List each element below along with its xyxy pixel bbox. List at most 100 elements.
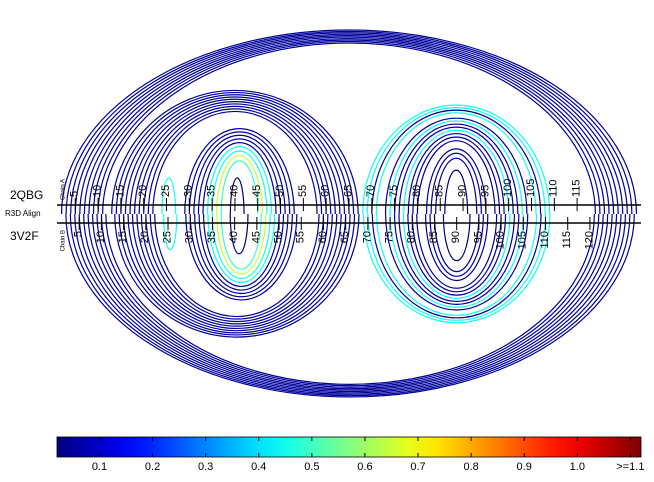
- base-pair-arc: [206, 146, 273, 215]
- base-pair-arc: [69, 213, 631, 397]
- x-tick-label: 115: [571, 179, 583, 197]
- x-tick-label: 65: [342, 185, 354, 197]
- x-tick-label: 60: [317, 231, 329, 243]
- base-pair-arc: [127, 213, 347, 332]
- base-pair-arc: [398, 213, 516, 303]
- base-pair-arc: [149, 213, 325, 320]
- colorbar-tick-label: 0.2: [145, 461, 160, 473]
- base-pair-arc: [96, 213, 604, 388]
- base-pair-arc: [97, 41, 601, 215]
- colorbar-tick-label: 0.7: [410, 461, 425, 473]
- base-pair-arc: [384, 117, 528, 215]
- x-tick-label: 40: [228, 185, 240, 197]
- base-pair-arc: [143, 105, 327, 215]
- x-tick-label: 5: [73, 231, 85, 237]
- base-pair-arc: [188, 131, 291, 215]
- x-tick-label: 105: [517, 231, 529, 249]
- colorbar-tick-label: 1.0: [570, 461, 585, 473]
- base-pair-arc: [366, 107, 546, 215]
- base-pair-arc: [425, 213, 489, 282]
- base-pair-arc: [131, 213, 342, 329]
- base-pair-arc: [138, 103, 332, 215]
- x-tick-label: 85: [434, 185, 446, 197]
- x-tick-label: 25: [160, 185, 172, 197]
- base-pair-arc: [74, 213, 627, 395]
- base-pair-arc: [407, 133, 505, 215]
- structure-name: 2QBG: [10, 188, 43, 202]
- x-tick-label: 95: [472, 231, 484, 243]
- base-pair-arc: [60, 29, 638, 215]
- base-pair-arc: [105, 213, 595, 385]
- base-pair-arc: [411, 213, 502, 293]
- x-tick-label: 110: [548, 179, 560, 197]
- base-pair-arc: [118, 213, 356, 336]
- x-tick-label: 25: [161, 231, 173, 243]
- base-pair-arc: [216, 155, 263, 215]
- x-tick-label: 75: [383, 231, 395, 243]
- x-tick-label: 15: [114, 185, 126, 197]
- x-tick-label: 75: [388, 185, 400, 197]
- base-pair-arc: [207, 213, 276, 284]
- colorbar-tick-label: 0.8: [463, 461, 478, 473]
- base-pair-arc: [114, 213, 360, 338]
- base-pair-arc: [425, 148, 487, 215]
- base-pair-arc: [398, 126, 514, 215]
- x-tick-label: 30: [183, 185, 195, 197]
- base-pair-arc: [115, 91, 355, 215]
- base-pair-arc: [147, 108, 323, 215]
- base-pair-arc: [194, 213, 289, 294]
- x-tick-label: 70: [361, 231, 373, 243]
- base-pair-arc: [120, 94, 350, 215]
- base-pair-arc: [216, 213, 267, 275]
- x-tick-label: 15: [117, 231, 129, 243]
- x-tick-label: 35: [206, 231, 218, 243]
- base-pair-arc: [416, 213, 498, 289]
- base-pair-arc: [79, 35, 619, 215]
- x-tick-label: 30: [184, 231, 196, 243]
- base-pair-arc: [403, 129, 510, 215]
- base-pair-arc: [367, 213, 547, 321]
- base-pair-arc: [229, 213, 249, 255]
- x-tick-label: 35: [206, 185, 218, 197]
- colorbar-tick-label: 0.1: [92, 461, 107, 473]
- base-pair-arc: [65, 213, 635, 398]
- x-tick-label: 5: [69, 191, 81, 197]
- x-tick-label: 55: [297, 185, 309, 197]
- base-pair-arc: [78, 213, 622, 394]
- base-pair-arc: [83, 36, 615, 215]
- x-tick-label: 80: [406, 231, 418, 243]
- x-tick-label: 50: [274, 185, 286, 197]
- base-pair-arc: [375, 112, 537, 215]
- base-pair-arc: [220, 213, 262, 270]
- base-pair-arc: [412, 136, 501, 215]
- base-pair-arc: [362, 213, 551, 324]
- x-tick-label: 95: [479, 185, 491, 197]
- colorbar-tick-label: 0.5: [304, 461, 319, 473]
- arcs: [60, 29, 638, 398]
- chain-label: Chain B: [61, 230, 67, 251]
- base-pair-arc: [389, 213, 524, 308]
- base-pair-arc: [416, 140, 496, 215]
- base-pair-arc: [161, 177, 177, 215]
- base-pair-arc: [145, 213, 329, 323]
- axes: 2QBG 3V2F R3D Align Chain A Chain B 5 10 1…: [5, 179, 641, 251]
- base-pair-arc: [162, 213, 178, 250]
- base-pair-arc: [433, 213, 480, 272]
- base-pair-arc: [394, 123, 519, 215]
- base-pair-arc: [100, 213, 600, 387]
- base-pair-arc: [91, 213, 609, 389]
- base-pair-arc: [202, 142, 277, 215]
- base-pair-arc: [371, 109, 542, 215]
- x-tick-label: 90: [456, 185, 468, 197]
- structure-name: 3V2F: [10, 229, 39, 243]
- base-pair-arc: [220, 160, 259, 215]
- base-pair-arc: [393, 213, 520, 306]
- x-tick-label: 70: [365, 185, 377, 197]
- x-tick-label: 60: [320, 185, 332, 197]
- base-pair-arc: [136, 213, 338, 327]
- base-pair-arc: [211, 213, 271, 279]
- base-pair-arc: [385, 213, 529, 311]
- x-tick-label: 45: [251, 185, 263, 197]
- x-tick-label: 90: [450, 231, 462, 243]
